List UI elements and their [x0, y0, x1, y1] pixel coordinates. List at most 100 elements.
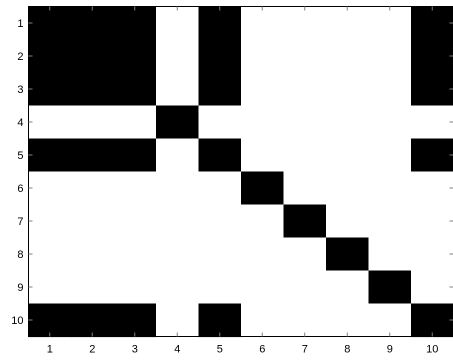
heatmap-cell-r9-c10 — [411, 270, 453, 305]
heatmap-cell-r3-c9 — [368, 72, 412, 107]
y-tick-label: 7 — [17, 216, 23, 228]
heatmap-cell-r10-c2 — [71, 303, 115, 338]
x-tick-label: 5 — [217, 344, 223, 356]
heatmap-cell-r5-c8 — [326, 138, 370, 173]
heatmap-cell-r8-c7 — [283, 237, 327, 272]
heatmap-cell-r1-c3 — [113, 6, 157, 41]
heatmap-cell-r6-c5 — [198, 171, 242, 206]
heatmap-cell-r7-c1 — [28, 204, 72, 239]
heatmap-cell-r10-c1 — [28, 303, 72, 338]
heatmap-cell-r8-c9 — [368, 237, 412, 272]
heatmap-cell-r2-c9 — [368, 39, 412, 74]
heatmap-cell-r10-c10 — [411, 303, 453, 338]
heatmap-cell-r8-c3 — [113, 237, 157, 272]
heatmap-cell-r4-c2 — [71, 105, 115, 140]
heatmap-cell-r10-c8 — [326, 303, 370, 338]
y-tick-label: 5 — [17, 150, 23, 162]
heatmap-cell-r6-c10 — [411, 171, 453, 206]
heatmap-cell-r3-c8 — [326, 72, 370, 107]
x-tick-label: 10 — [426, 344, 438, 356]
y-tick-label: 3 — [17, 84, 23, 96]
heatmap-cell-r8-c8 — [326, 237, 370, 272]
heatmap-cell-r4-c5 — [198, 105, 242, 140]
heatmap-cell-r10-c6 — [241, 303, 285, 338]
heatmap-cell-r8-c5 — [198, 237, 242, 272]
heatmap-cell-r8-c4 — [156, 237, 200, 272]
heatmap-cell-r9-c3 — [113, 270, 157, 305]
y-axis-tick-labels: 1 2 3 4 5 6 7 8 9 10 — [11, 18, 23, 327]
heatmap-cell-r1-c1 — [28, 6, 72, 41]
heatmap-cell-r9-c7 — [283, 270, 327, 305]
x-tick-label: 8 — [344, 344, 350, 356]
heatmap-cell-r2-c6 — [241, 39, 285, 74]
heatmap-cell-r4-c3 — [113, 105, 157, 140]
heatmap-cell-r6-c9 — [368, 171, 412, 206]
heatmap-cell-r7-c7 — [283, 204, 327, 239]
heatmap-cell-r4-c4 — [156, 105, 200, 140]
heatmap-cell-r6-c3 — [113, 171, 157, 206]
y-tick-label: 2 — [17, 51, 23, 63]
heatmap-cell-r5-c4 — [156, 138, 200, 173]
heatmap-cell-r10-c4 — [156, 303, 200, 338]
heatmap-cell-r4-c8 — [326, 105, 370, 140]
heatmap-cell-r5-c2 — [71, 138, 115, 173]
heatmap-cell-r2-c10 — [411, 39, 453, 74]
heatmap-cell-r9-c2 — [71, 270, 115, 305]
heatmap-cell-r4-c7 — [283, 105, 327, 140]
heatmap-cell-r8-c10 — [411, 237, 453, 272]
heatmap-cell-r1-c9 — [368, 6, 412, 41]
heatmap-cell-r2-c1 — [28, 39, 72, 74]
heatmap-cell-r2-c4 — [156, 39, 200, 74]
heatmap-cell-r6-c8 — [326, 171, 370, 206]
heatmap-cell-r3-c1 — [28, 72, 72, 107]
heatmap-cell-r1-c2 — [71, 6, 115, 41]
heatmap-cell-r9-c6 — [241, 270, 285, 305]
heatmap-cell-r1-c8 — [326, 6, 370, 41]
heatmap-cell-r2-c8 — [326, 39, 370, 74]
heatmap-cell-r3-c4 — [156, 72, 200, 107]
heatmap-cell-r6-c4 — [156, 171, 200, 206]
heatmap-cell-r5-c5 — [198, 138, 242, 173]
y-tick-label: 10 — [11, 315, 23, 327]
heatmap-cell-r1-c5 — [198, 6, 242, 41]
heatmap-cell-r9-c9 — [368, 270, 412, 305]
heatmap-cell-r5-c10 — [411, 138, 453, 173]
heatmap-cell-r7-c10 — [411, 204, 453, 239]
heatmap-cell-r5-c9 — [368, 138, 412, 173]
heatmap-cell-r8-c2 — [71, 237, 115, 272]
heatmap-cell-r10-c3 — [113, 303, 157, 338]
heatmap-cell-r2-c3 — [113, 39, 157, 74]
heatmap-cell-r7-c5 — [198, 204, 242, 239]
x-tick-label: 1 — [47, 344, 53, 356]
heatmap-cell-r7-c3 — [113, 204, 157, 239]
heatmap-cell-r2-c5 — [198, 39, 242, 74]
heatmap-cell-r5-c6 — [241, 138, 285, 173]
x-tick-label: 3 — [132, 344, 138, 356]
heatmap-cell-r4-c9 — [368, 105, 412, 140]
heatmap-cell-r3-c2 — [71, 72, 115, 107]
heatmap-cell-r6-c6 — [241, 171, 285, 206]
heatmap-cell-r1-c6 — [241, 6, 285, 41]
heatmap-cell-r5-c7 — [283, 138, 327, 173]
x-tick-label: 9 — [387, 344, 393, 356]
y-tick-label: 9 — [17, 282, 23, 294]
heatmap-cell-r3-c6 — [241, 72, 285, 107]
heatmap-cell-r2-c7 — [283, 39, 327, 74]
heatmap-cell-r3-c10 — [411, 72, 453, 107]
heatmap-cell-r7-c2 — [71, 204, 115, 239]
heatmap-cell-r5-c1 — [28, 138, 72, 173]
heatmap-cell-r6-c1 — [28, 171, 72, 206]
heatmap-cell-r1-c4 — [156, 6, 200, 41]
heatmap-cell-r8-c6 — [241, 237, 285, 272]
heatmap-cell-r1-c7 — [283, 6, 327, 41]
heatmap-cell-r7-c9 — [368, 204, 412, 239]
heatmap-cell-r7-c8 — [326, 204, 370, 239]
heatmap-cell-r7-c4 — [156, 204, 200, 239]
x-tick-label: 2 — [89, 344, 95, 356]
heatmap-cell-r10-c7 — [283, 303, 327, 338]
x-tick-label: 6 — [259, 344, 265, 356]
heatmap-cell-r1-c10 — [411, 6, 453, 41]
y-tick-label: 1 — [17, 18, 23, 30]
heatmap-cell-r3-c5 — [198, 72, 242, 107]
